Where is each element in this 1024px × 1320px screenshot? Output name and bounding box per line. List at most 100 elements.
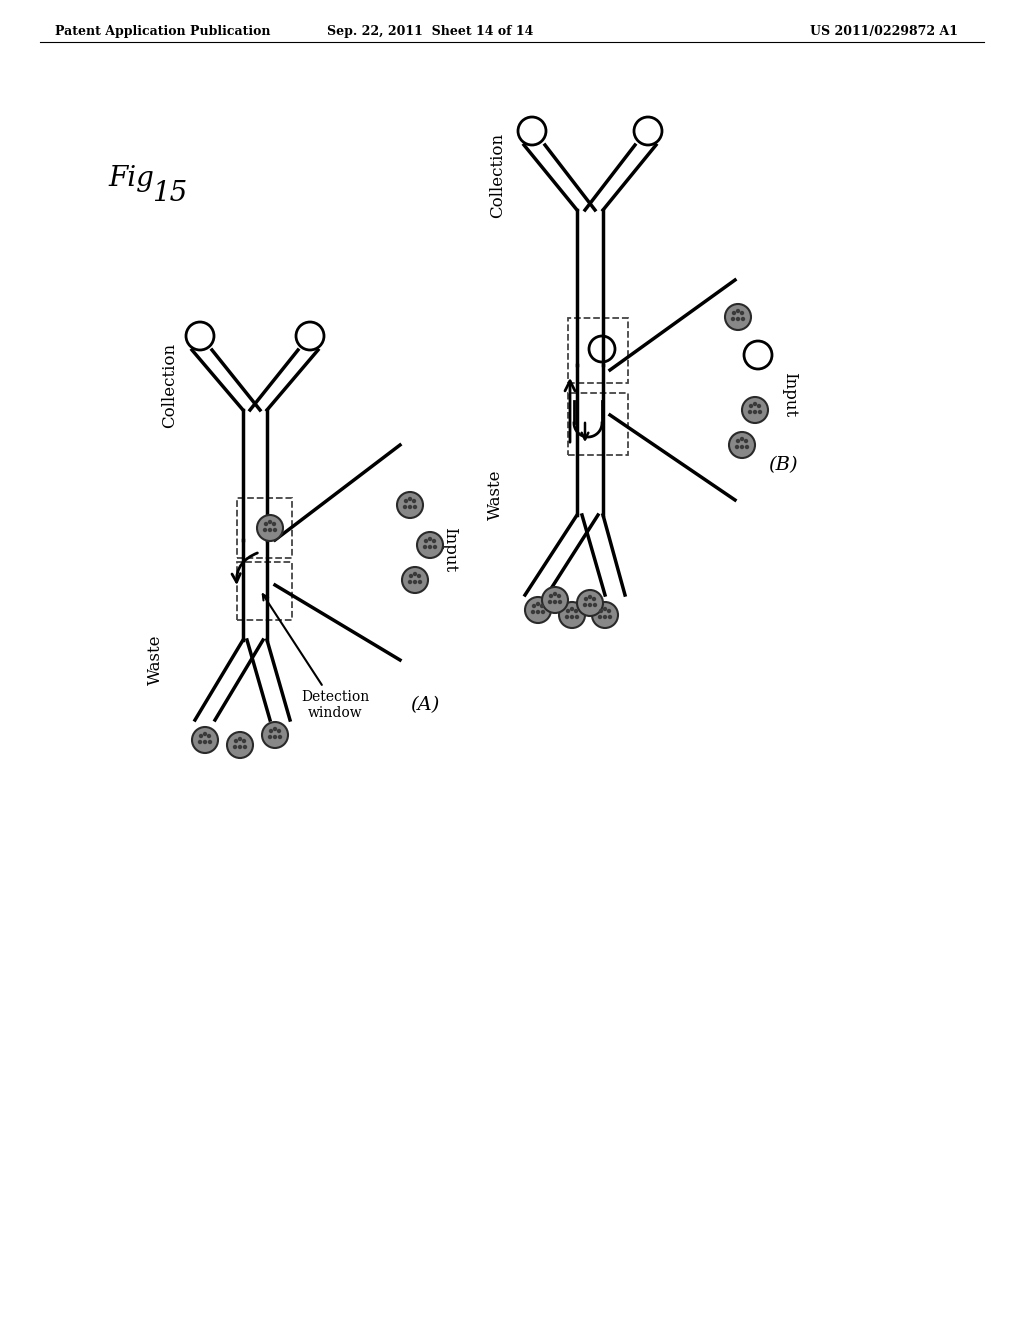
Text: Input: Input — [441, 528, 459, 573]
Circle shape — [569, 607, 574, 611]
Circle shape — [409, 574, 414, 578]
Circle shape — [549, 594, 553, 598]
Circle shape — [608, 615, 612, 619]
Circle shape — [553, 599, 557, 605]
Circle shape — [599, 609, 603, 614]
Circle shape — [423, 545, 427, 549]
Circle shape — [276, 729, 282, 733]
Circle shape — [735, 445, 739, 449]
Circle shape — [278, 735, 283, 739]
Circle shape — [739, 445, 744, 449]
Text: Input: Input — [781, 372, 799, 417]
Circle shape — [417, 532, 443, 558]
Circle shape — [743, 438, 749, 444]
Circle shape — [271, 521, 276, 527]
Circle shape — [553, 591, 557, 597]
Circle shape — [749, 404, 754, 408]
Circle shape — [757, 404, 761, 408]
Circle shape — [744, 445, 750, 449]
Text: Collection: Collection — [162, 342, 178, 428]
Circle shape — [742, 397, 768, 422]
Circle shape — [588, 595, 592, 599]
Circle shape — [592, 602, 618, 628]
Text: (B): (B) — [768, 455, 798, 474]
Circle shape — [242, 739, 246, 743]
Circle shape — [233, 739, 239, 743]
Circle shape — [268, 729, 273, 733]
Circle shape — [238, 737, 243, 742]
Circle shape — [272, 727, 278, 731]
Text: Collection: Collection — [489, 132, 507, 218]
Circle shape — [403, 499, 409, 503]
Circle shape — [593, 603, 597, 607]
Circle shape — [268, 520, 272, 524]
Circle shape — [584, 597, 588, 601]
Circle shape — [232, 744, 238, 750]
Circle shape — [193, 727, 218, 752]
Circle shape — [559, 602, 585, 628]
Circle shape — [736, 317, 740, 321]
Circle shape — [525, 597, 551, 623]
Circle shape — [397, 492, 423, 517]
Circle shape — [208, 739, 212, 744]
Text: (A): (A) — [410, 696, 439, 714]
Bar — [237, 498, 292, 558]
Circle shape — [542, 587, 568, 612]
Circle shape — [558, 599, 562, 605]
Circle shape — [263, 528, 267, 532]
Circle shape — [739, 437, 744, 441]
Circle shape — [408, 496, 413, 502]
Text: Patent Application Publication: Patent Application Publication — [55, 25, 270, 38]
Circle shape — [736, 309, 740, 313]
Bar — [237, 562, 292, 620]
Circle shape — [243, 744, 247, 750]
Text: Sep. 22, 2011  Sheet 14 of 14: Sep. 22, 2011 Sheet 14 of 14 — [327, 25, 534, 38]
Circle shape — [566, 609, 570, 614]
Circle shape — [548, 599, 552, 605]
Circle shape — [603, 607, 607, 611]
Circle shape — [412, 499, 416, 503]
Circle shape — [731, 317, 735, 321]
Circle shape — [603, 615, 607, 619]
Text: US 2011/0229872 A1: US 2011/0229872 A1 — [810, 25, 958, 38]
Circle shape — [536, 610, 541, 614]
Circle shape — [424, 539, 428, 544]
Circle shape — [272, 735, 278, 739]
Bar — [568, 318, 628, 383]
Circle shape — [207, 734, 211, 738]
Text: Waste: Waste — [146, 635, 164, 685]
Circle shape — [530, 610, 536, 614]
Circle shape — [739, 310, 744, 315]
Text: Detection
window: Detection window — [263, 594, 369, 721]
Circle shape — [536, 602, 541, 606]
Circle shape — [264, 521, 268, 527]
Circle shape — [740, 317, 745, 321]
Circle shape — [402, 568, 428, 593]
Circle shape — [758, 409, 762, 414]
Circle shape — [531, 603, 537, 609]
Circle shape — [199, 734, 203, 738]
Circle shape — [262, 722, 288, 748]
Text: Waste: Waste — [486, 470, 504, 520]
Circle shape — [574, 615, 580, 619]
Circle shape — [565, 615, 569, 619]
Circle shape — [402, 504, 408, 510]
Circle shape — [598, 615, 602, 619]
Circle shape — [433, 545, 437, 549]
Circle shape — [408, 579, 413, 585]
Circle shape — [418, 579, 422, 585]
Text: Fig: Fig — [108, 165, 154, 191]
FancyArrowPatch shape — [232, 553, 257, 582]
Circle shape — [540, 603, 544, 609]
Bar — [568, 393, 628, 455]
Circle shape — [417, 574, 421, 578]
Circle shape — [732, 310, 736, 315]
Circle shape — [588, 603, 592, 607]
Circle shape — [753, 401, 757, 407]
Circle shape — [729, 432, 755, 458]
Circle shape — [557, 594, 561, 598]
Circle shape — [272, 528, 278, 532]
Circle shape — [725, 304, 751, 330]
Circle shape — [592, 597, 596, 601]
Circle shape — [203, 731, 207, 737]
